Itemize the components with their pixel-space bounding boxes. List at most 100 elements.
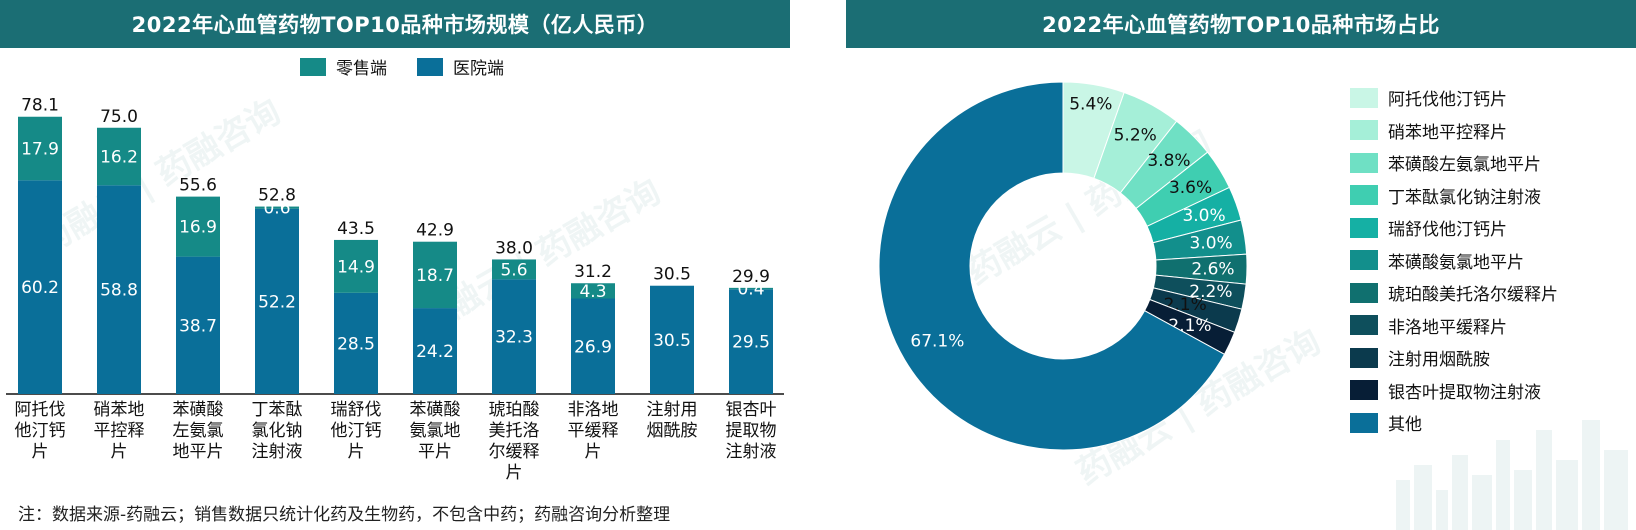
data-label-total: 78.1 xyxy=(21,96,59,116)
legend-swatch xyxy=(1350,315,1378,335)
legend-swatch xyxy=(1350,152,1378,173)
donut-value-label: 5.2% xyxy=(1114,126,1157,146)
donut-value-label: 3.6% xyxy=(1169,178,1212,198)
data-label-hospital: 32.3 xyxy=(495,328,533,348)
legend-label: 非洛地平缓释片 xyxy=(1388,317,1507,338)
bar-hospital xyxy=(650,285,694,394)
legend-swatch xyxy=(1350,282,1378,303)
legend-swatch-hospital xyxy=(417,57,443,76)
data-label-retail: 4.3 xyxy=(579,282,606,302)
data-label-total: 52.8 xyxy=(258,186,296,206)
bar-hospital xyxy=(571,298,615,394)
bar-retail xyxy=(492,259,536,280)
legend-swatch xyxy=(1350,380,1378,400)
legend-item: 银杏叶提取物注射液 xyxy=(1350,379,1558,403)
legend-item: 其他 xyxy=(1350,411,1558,435)
donut-value-label: 3.0% xyxy=(1190,233,1233,253)
x-tick-label: 注射用烟酰胺 xyxy=(647,400,698,441)
legend-item: 苯磺酸氨氯地平片 xyxy=(1350,249,1558,273)
bar-hospital xyxy=(729,289,773,394)
donut-value-label: 3.8% xyxy=(1147,151,1190,171)
data-label-total: 29.9 xyxy=(732,267,770,287)
x-tick-label: 阿托伐他汀钙片 xyxy=(15,400,66,462)
bar-retail xyxy=(334,239,378,293)
bar-hospital xyxy=(255,208,299,394)
x-tick-label: 银杏叶提取物注射液 xyxy=(726,400,777,462)
data-label-retail: 17.9 xyxy=(21,140,59,160)
data-label-hospital: 29.5 xyxy=(732,333,770,353)
legend-label: 硝苯地平控释片 xyxy=(1388,122,1507,143)
x-tick-label: 苯磺酸氨氯地平片 xyxy=(410,400,461,462)
data-label-hospital: 24.2 xyxy=(416,342,454,362)
data-label-hospital: 28.5 xyxy=(337,334,375,354)
data-label-hospital: 26.9 xyxy=(574,337,612,357)
bar-chart: 60.2 17.9 78.1 阿托伐他汀钙片 58.8 16.2 75.0 硝苯地平控释片 38… xyxy=(6,96,784,483)
bar-hospital xyxy=(176,256,220,394)
bar-retail xyxy=(176,196,220,257)
footnote: 注：数据来源-药融云；销售数据只统计化药及生物药，不包含中药；药融咨询分析整理 xyxy=(18,505,671,525)
donut-chart-legend: 阿托伐他汀钙片 硝苯地平控释片苯磺酸左氨氯地平片丁苯酞氯化钠注射液 瑞舒伐他汀钙片苯… xyxy=(1350,86,1558,435)
skyline-decoration xyxy=(1396,420,1628,530)
legend-label: 其他 xyxy=(1388,415,1422,435)
x-tick-label: 非洛地平缓释片 xyxy=(568,400,619,462)
donut-value-label: 5.4% xyxy=(1069,94,1112,114)
data-label-retail: 16.2 xyxy=(100,148,138,168)
data-label-hospital: 30.5 xyxy=(653,331,691,351)
data-label-hospital: 58.8 xyxy=(100,281,138,301)
bar-retail xyxy=(255,206,299,209)
data-label-total: 43.5 xyxy=(337,219,375,239)
legend-label: 琥珀酸美托洛尔缓释片 xyxy=(1388,285,1558,305)
legend-item: 阿托伐他汀钙片 xyxy=(1350,86,1558,110)
legend-label-retail: 零售端 xyxy=(336,59,387,79)
donut-value-label: 67.1% xyxy=(910,331,964,351)
x-tick-label: 琥珀酸美托洛尔缓释片 xyxy=(489,400,540,483)
bar-chart-legend: 零售端 医院端 xyxy=(300,54,524,79)
data-label-total: 31.2 xyxy=(574,262,612,282)
bar-retail xyxy=(18,116,62,181)
legend-label: 银杏叶提取物注射液 xyxy=(1388,382,1541,403)
legend-item: 硝苯地平控释片 xyxy=(1350,119,1558,143)
bar-hospital xyxy=(492,279,536,394)
donut-value-label: 3.0% xyxy=(1182,206,1225,226)
x-tick-label: 丁苯酞氯化钠注射液 xyxy=(252,400,303,462)
legend-label: 丁苯酞氯化钠注射液 xyxy=(1388,187,1541,208)
legend-item: 瑞舒伐他汀钙片 xyxy=(1350,216,1558,240)
data-label-retail: 18.7 xyxy=(416,266,454,286)
x-tick-label: 硝苯地平控释片 xyxy=(94,400,145,462)
legend-swatch xyxy=(1350,347,1378,368)
bar-retail xyxy=(729,287,773,290)
bar-hospital xyxy=(97,185,141,394)
legend-swatch xyxy=(1350,120,1378,140)
bar-hospital xyxy=(334,292,378,394)
donut-value-label: 2.6% xyxy=(1191,260,1234,280)
legend-swatch xyxy=(1350,412,1378,433)
pie-chart-title: 2022年心血管药物TOP10品种市场占比 xyxy=(846,0,1636,48)
donut-chart: 5.4%5.2%3.8%3.6%3.0%3.0%2.6%2.2%2.1%2.1%… xyxy=(878,81,1248,451)
donut-value-label: 2.2% xyxy=(1189,282,1232,302)
data-label-retail: 16.9 xyxy=(179,218,217,238)
legend-item: 琥珀酸美托洛尔缓释片 xyxy=(1350,281,1558,305)
data-label-hospital: 38.7 xyxy=(179,316,217,336)
data-label-retail: 0.6 xyxy=(263,199,290,219)
legend-swatch xyxy=(1350,87,1378,108)
data-label-retail: 5.6 xyxy=(500,260,527,280)
data-label-retail: 0.4 xyxy=(737,280,764,300)
bar-retail xyxy=(571,283,615,299)
data-label-total: 55.6 xyxy=(179,176,217,196)
legend-swatch xyxy=(1350,250,1378,270)
legend-label-hospital: 医院端 xyxy=(453,59,504,79)
legend-label: 注射用烟酰胺 xyxy=(1388,350,1490,370)
data-label-hospital: 60.2 xyxy=(21,278,59,298)
legend-label: 苯磺酸氨氯地平片 xyxy=(1388,252,1524,273)
legend-label: 阿托伐他汀钙片 xyxy=(1388,90,1507,110)
donut-slice xyxy=(878,81,1226,451)
legend-label: 瑞舒伐他汀钙片 xyxy=(1388,220,1507,240)
bar-chart-title: 2022年心血管药物TOP10品种市场规模（亿人民币） xyxy=(0,0,790,48)
legend-item: 注射用烟酰胺 xyxy=(1350,346,1558,370)
legend-item: 苯磺酸左氨氯地平片 xyxy=(1350,151,1558,175)
bar-retail xyxy=(413,241,457,309)
legend-swatch xyxy=(1350,185,1378,205)
legend-item: 非洛地平缓释片 xyxy=(1350,314,1558,338)
legend-item-hospital: 医院端 xyxy=(417,54,504,79)
bar-hospital xyxy=(18,180,62,394)
